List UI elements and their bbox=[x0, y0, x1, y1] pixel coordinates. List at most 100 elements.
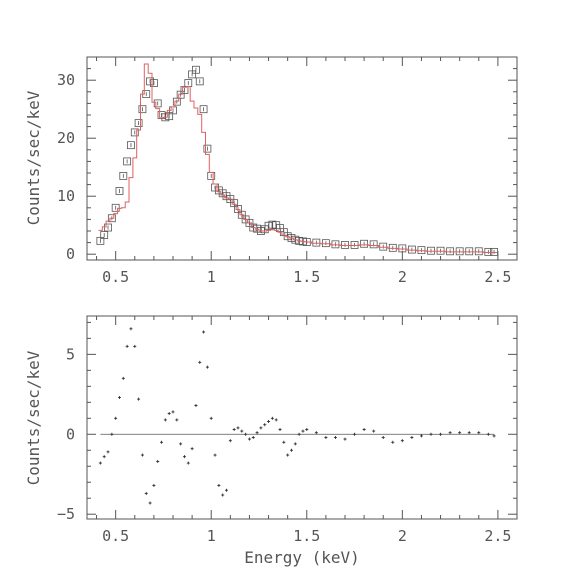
data-point-square bbox=[130, 128, 139, 137]
spectrum-data bbox=[96, 63, 498, 256]
data-point-square bbox=[107, 214, 116, 223]
residual-point bbox=[486, 432, 490, 436]
residual-point bbox=[209, 416, 213, 420]
data-point-square bbox=[195, 77, 204, 86]
residual-point bbox=[114, 416, 118, 420]
residual-point bbox=[286, 453, 290, 457]
residual-point bbox=[381, 435, 385, 439]
residual-point bbox=[267, 419, 271, 423]
residual-point bbox=[293, 442, 297, 446]
residual-point bbox=[225, 488, 229, 492]
data-point-square bbox=[369, 240, 378, 249]
data-point-square bbox=[192, 65, 200, 74]
residual-point bbox=[163, 418, 167, 422]
residual-point bbox=[333, 435, 337, 439]
spectrum-y-tick-label: 0 bbox=[66, 245, 75, 263]
residual-point bbox=[179, 442, 183, 446]
data-point-square bbox=[149, 79, 158, 87]
residual-point bbox=[217, 483, 221, 487]
residual-point bbox=[110, 432, 114, 436]
residual-point bbox=[270, 416, 274, 420]
residual-point bbox=[282, 440, 286, 444]
residual-point bbox=[353, 432, 357, 436]
residual-point bbox=[171, 410, 175, 414]
residual-point bbox=[198, 360, 202, 364]
spectrum-x-tick-label: 1 bbox=[207, 268, 216, 286]
residual-point bbox=[255, 431, 259, 435]
residual-point bbox=[133, 344, 137, 348]
residual-point bbox=[144, 491, 148, 495]
spectrum-y-axis-title: Counts/sec/keV bbox=[24, 90, 43, 225]
residual-point bbox=[391, 440, 395, 444]
residual-point bbox=[129, 327, 133, 331]
residual-point bbox=[236, 426, 240, 430]
spectrum-y-tick-label: 20 bbox=[57, 129, 75, 147]
residual-point bbox=[247, 437, 251, 441]
data-point-square bbox=[427, 246, 435, 255]
data-point-square bbox=[119, 171, 128, 180]
residual-point bbox=[186, 461, 190, 465]
residual-point bbox=[448, 431, 452, 435]
data-point-square bbox=[360, 239, 369, 248]
residual-point bbox=[301, 429, 305, 433]
residuals-x-tick-label: 0.5 bbox=[102, 527, 129, 545]
data-point-square bbox=[123, 157, 132, 166]
data-point-square bbox=[115, 187, 124, 195]
residuals-y-tick-label: 0 bbox=[66, 425, 75, 443]
residual-point bbox=[259, 426, 263, 430]
residual-point bbox=[232, 427, 236, 431]
data-point-square bbox=[490, 247, 498, 256]
data-point-square bbox=[388, 243, 397, 252]
residual-point bbox=[106, 450, 110, 454]
residual-point bbox=[148, 501, 152, 505]
residual-point bbox=[182, 455, 186, 459]
data-point-square bbox=[484, 247, 493, 256]
residuals-x-tick-label: 2.5 bbox=[484, 527, 511, 545]
data-point-square bbox=[138, 105, 147, 114]
residual-point bbox=[205, 365, 209, 369]
residuals-y-axis-title: Counts/sec/keV bbox=[24, 350, 43, 485]
spectrum-x-tick-label: 1.5 bbox=[293, 268, 320, 286]
residual-point bbox=[439, 432, 443, 436]
model-step-line bbox=[98, 63, 497, 253]
data-point-square bbox=[341, 241, 349, 249]
residual-point bbox=[467, 431, 471, 435]
data-point-square bbox=[350, 241, 359, 249]
residual-point bbox=[324, 435, 328, 439]
data-point-square bbox=[474, 247, 483, 256]
data-point-square bbox=[436, 246, 445, 255]
residual-point bbox=[289, 448, 293, 452]
data-point-square bbox=[100, 231, 109, 239]
data-point-square bbox=[446, 247, 455, 256]
residual-point bbox=[419, 434, 423, 438]
data-point-square bbox=[417, 246, 426, 255]
spectrum-y-tick-label: 30 bbox=[57, 71, 75, 89]
residual-point bbox=[263, 423, 267, 427]
residual-point bbox=[343, 437, 347, 441]
residuals-x-tick-label: 1 bbox=[207, 527, 216, 545]
residual-point bbox=[194, 404, 198, 408]
data-point-square bbox=[203, 144, 212, 153]
residual-point bbox=[213, 453, 217, 457]
data-point-square bbox=[134, 119, 143, 128]
residuals-x-tick-label: 2 bbox=[398, 527, 407, 545]
residual-point bbox=[278, 427, 282, 431]
spectrum-x-tick-label: 0.5 bbox=[102, 268, 129, 286]
residual-point bbox=[102, 455, 106, 459]
residuals-data bbox=[98, 327, 496, 505]
data-point-square bbox=[111, 203, 120, 212]
residual-point bbox=[251, 435, 255, 439]
residual-point bbox=[492, 434, 496, 438]
residual-point bbox=[274, 418, 278, 422]
residual-point bbox=[228, 439, 232, 443]
data-point-square bbox=[104, 223, 112, 232]
residual-point bbox=[156, 459, 160, 463]
residual-point bbox=[98, 461, 102, 465]
data-point-square bbox=[331, 240, 340, 249]
residual-point bbox=[305, 427, 309, 431]
residual-point bbox=[167, 412, 171, 416]
residual-point bbox=[372, 429, 376, 433]
residual-point bbox=[314, 431, 318, 435]
residual-point bbox=[477, 431, 481, 435]
